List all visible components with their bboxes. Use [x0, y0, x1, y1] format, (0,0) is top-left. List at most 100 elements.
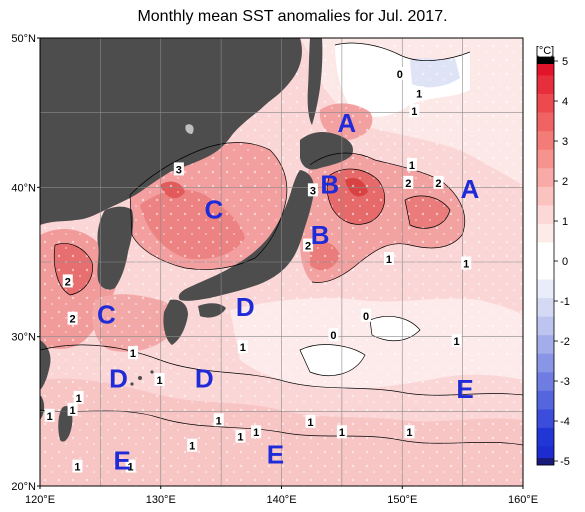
colorbar-cell [537, 149, 554, 169]
contour-label-box [125, 459, 136, 473]
region-label: D [236, 292, 255, 322]
colorbar-cell [537, 223, 554, 243]
contour-label-box [173, 162, 184, 176]
colorbar-tick-label: 1 [562, 216, 568, 228]
colorbar-cell [537, 390, 554, 410]
contour-label-box [307, 183, 318, 197]
colorbar-cell [537, 427, 554, 447]
contour-label: 0 [330, 330, 336, 342]
colorbar-cell [537, 205, 554, 225]
contour-label: 0 [397, 69, 403, 81]
land-islet [130, 382, 134, 386]
contour-label: 1 [411, 106, 417, 118]
region-label: A [337, 108, 356, 138]
contour-label: 2 [70, 314, 76, 326]
contour-label-box [406, 157, 417, 171]
longitude-label: 130°E [146, 494, 176, 506]
colorbar-cell [537, 168, 554, 188]
land-small-island [185, 124, 194, 134]
colorbar-tick-label: -3 [560, 376, 570, 388]
contour-label-box [73, 390, 84, 404]
colorbar-tick-label: -4 [560, 416, 570, 428]
colorbar-tick-label: -1 [560, 296, 570, 308]
contour-label-box [235, 429, 246, 443]
contour-label-box [67, 311, 78, 325]
contour-label-box [237, 340, 248, 354]
contour-label-box [127, 346, 138, 360]
contour-label-box [404, 425, 415, 439]
colorbar-cell [537, 112, 554, 132]
land-islet [138, 376, 142, 380]
contour-label: 2 [305, 241, 311, 253]
colorbar-cell [537, 242, 554, 262]
contour-label-box [251, 425, 262, 439]
contour-label: 1 [253, 427, 259, 439]
contour-label-box [187, 438, 198, 452]
colorbar-tick-label: 3 [562, 136, 568, 148]
land-sakhalin [307, 38, 323, 125]
contour-label: 2 [405, 178, 411, 190]
contour-label: 1 [128, 462, 134, 474]
longitude-label: 160°E [508, 494, 538, 506]
colorbar-cell [537, 409, 554, 429]
latitude-label: 50°N [11, 33, 36, 45]
colorbar-tick-label: -2 [560, 336, 570, 348]
contour-label-box [383, 252, 394, 266]
contour-label: 1 [409, 160, 415, 172]
colorbar: [°C] 5 4 3 2 1 0 -1 -2 -3 -4 -5 [536, 45, 570, 468]
latitude-label: 40°N [11, 182, 36, 194]
contour-label-box [67, 402, 78, 416]
contour-label-box [361, 308, 372, 322]
contour-label: 1 [406, 427, 412, 439]
region-label: B [311, 220, 330, 250]
colorbar-cell [537, 316, 554, 336]
contour-label-box [336, 425, 347, 439]
latitude-label: 30°N [11, 332, 36, 344]
contour-label-box [461, 256, 472, 270]
contour-label: 1 [156, 375, 162, 387]
land-hokkaido [300, 132, 354, 170]
contour-label-box [414, 86, 425, 100]
colorbar-cell [537, 131, 554, 151]
contour-label: 1 [386, 254, 392, 266]
colorbar-cell [537, 261, 554, 280]
contour-label: 1 [216, 415, 222, 427]
colorbar-tick-label: -5 [560, 456, 570, 468]
contour-label: 1 [240, 342, 246, 354]
contour-label-box [154, 372, 165, 386]
contour-label: 2 [435, 178, 441, 190]
region-label: E [113, 446, 130, 476]
colorbar-cell [537, 353, 554, 373]
contour-label-box [409, 104, 420, 118]
contour-label: 0 [363, 311, 369, 323]
contour-label-box [62, 274, 73, 288]
land-shikoku [198, 303, 226, 318]
contour-label-box [305, 414, 316, 428]
colorbar-tick-label: 5 [562, 56, 568, 68]
contour-label: 1 [74, 462, 80, 474]
colorbar-cell [537, 186, 554, 206]
longitude-axis: 120°E 130°E 140°E 150°E 160°E [25, 486, 538, 506]
colorbar-cell [537, 298, 554, 317]
contour-label: 1 [339, 427, 345, 439]
colorbar-tick-label: 0 [562, 256, 568, 268]
region-label: E [267, 440, 284, 470]
region-label: B [320, 169, 339, 199]
region-letter-labels: A A BB C C D D D E E E [97, 108, 479, 475]
contour-label: 1 [307, 417, 313, 429]
longitude-label: 140°E [266, 494, 296, 506]
colorbar-bottom-cap [537, 458, 554, 465]
contour-label-box [72, 459, 83, 473]
contour-label: 1 [76, 393, 82, 405]
contour-label-box [328, 328, 339, 342]
contour-label: 1 [463, 258, 469, 270]
latitude-label: 20°N [11, 481, 36, 493]
colorbar-cell [537, 279, 554, 299]
contour-label: 1 [454, 336, 460, 348]
longitude-label: 120°E [25, 494, 55, 506]
region-label: D [109, 363, 128, 393]
region-label: E [456, 374, 473, 404]
colorbar-cell [537, 335, 554, 355]
